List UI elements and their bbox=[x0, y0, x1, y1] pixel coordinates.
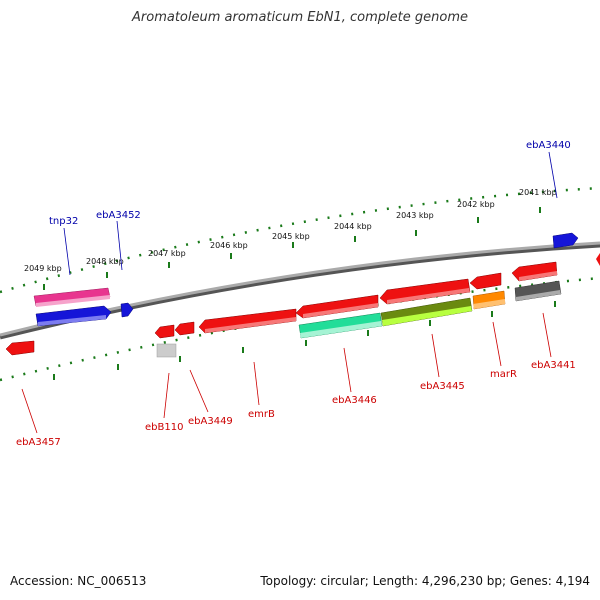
gene-ebA3445-shade bbox=[382, 306, 472, 326]
gene-emrB-shade bbox=[205, 317, 296, 333]
leader-ebA3457 bbox=[21, 388, 38, 434]
gene-small-red-1 bbox=[154, 324, 175, 339]
gene-ebA3441-shade bbox=[516, 290, 561, 301]
leader-emrB bbox=[253, 361, 260, 406]
leader-ebA3446 bbox=[343, 347, 352, 393]
gene-ebA3440 bbox=[552, 232, 579, 249]
leader-ebA3452 bbox=[116, 220, 123, 271]
tick-label: 2046 kbp bbox=[210, 241, 248, 250]
tick-label: 2043 kbp bbox=[396, 211, 434, 220]
leader-ebA3440 bbox=[548, 151, 558, 199]
reverse-genes bbox=[5, 261, 562, 358]
gene-labels: ebA3440 ebA3452 tnp32 ebA3457 ebB110 ebA… bbox=[16, 140, 576, 448]
gene-forward-blue-shade bbox=[38, 315, 106, 326]
tick-label: 2047 kbp bbox=[148, 249, 186, 258]
major-ticks-outer bbox=[43, 207, 541, 290]
leader-ebB110 bbox=[163, 372, 170, 419]
tick-label: 2048 kbp bbox=[86, 257, 124, 266]
tick-label: 2044 kbp bbox=[334, 222, 372, 231]
gene-label: ebA3441 bbox=[531, 360, 576, 371]
leader-tnp32 bbox=[63, 227, 71, 276]
map-title: Aromatoleum aromaticum EbN1, complete ge… bbox=[132, 10, 468, 25]
gene-label: ebA3446 bbox=[332, 395, 377, 406]
tick-label: 2049 kbp bbox=[24, 264, 62, 273]
gene-label: ebA3449 bbox=[188, 416, 233, 427]
tick-label: 2042 kbp bbox=[457, 200, 495, 209]
gene-ebA3457 bbox=[5, 340, 35, 356]
accession-text: Accession: NC_006513 bbox=[10, 574, 147, 588]
gene-marR-shade bbox=[473, 299, 505, 309]
gene-label: ebA3452 bbox=[96, 210, 141, 221]
major-ticks-inner bbox=[53, 301, 556, 380]
gene-ebA3446-shade bbox=[300, 321, 382, 338]
tick-label: 2045 kbp bbox=[272, 232, 310, 241]
gene-label: ebA3457 bbox=[16, 437, 61, 448]
gene-tnp32-shade bbox=[36, 295, 110, 307]
tick-labels: 2041 kbp 2042 kbp 2043 kbp 2044 kbp 2045… bbox=[24, 188, 557, 273]
genome-summary-text: Topology: circular; Length: 4,296,230 bp… bbox=[260, 574, 590, 588]
gene-ebA3449 bbox=[174, 321, 195, 336]
label-leaders bbox=[21, 151, 558, 434]
leader-ebA3449 bbox=[189, 369, 209, 413]
gene-label: ebA3445 bbox=[420, 381, 465, 392]
gene-label: tnp32 bbox=[49, 216, 78, 227]
gene-label: marR bbox=[490, 369, 517, 380]
leader-ebA3445 bbox=[431, 333, 440, 378]
gene-red-right-shade bbox=[519, 271, 557, 281]
forward-genes bbox=[33, 232, 600, 327]
gene-red-upper-shade bbox=[387, 288, 470, 304]
tick-label: 2041 kbp bbox=[519, 188, 557, 197]
gene-red-mid-shade bbox=[303, 303, 378, 318]
leader-marR bbox=[492, 321, 502, 367]
gene-label: ebA3440 bbox=[526, 140, 571, 151]
gene-edge-right bbox=[596, 253, 600, 266]
gene-ebA3452 bbox=[120, 302, 134, 318]
gene-label: ebB110 bbox=[145, 422, 183, 433]
gene-small-red-2 bbox=[469, 272, 502, 290]
leader-ebA3441 bbox=[542, 312, 552, 358]
gene-ebB110 bbox=[156, 343, 177, 358]
gene-label: emrB bbox=[248, 409, 275, 420]
